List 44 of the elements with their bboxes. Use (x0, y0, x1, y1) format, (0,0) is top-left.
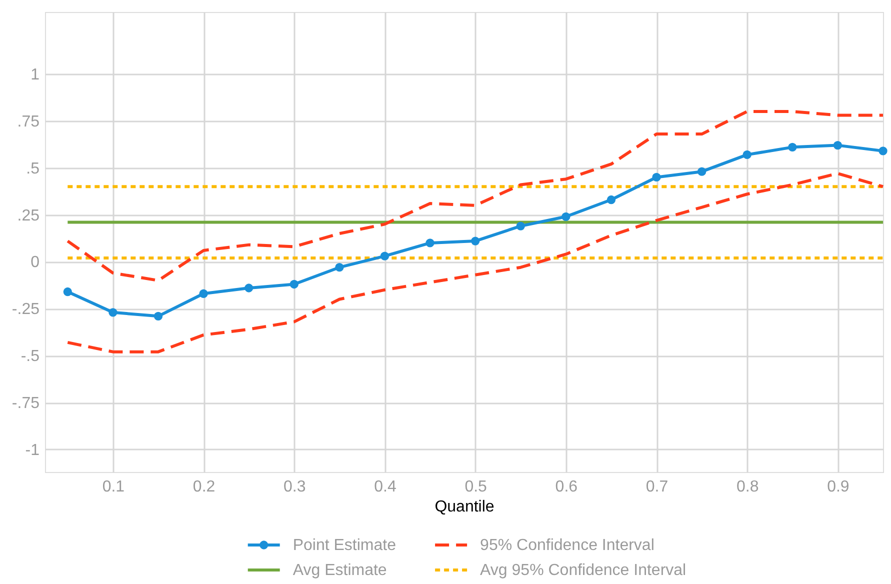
line-series (66, 110, 884, 282)
legend-label: 95% Confidence Interval (480, 537, 654, 554)
point (335, 263, 344, 272)
x-tick-label: 0.6 (555, 478, 578, 496)
point (878, 146, 888, 156)
x-tick-label: 0.3 (284, 478, 306, 496)
y-tick-label: -.75 (12, 395, 40, 412)
x-tick-label: 0.4 (374, 478, 396, 496)
point (426, 238, 434, 248)
point (652, 172, 661, 182)
x-tick-label: 0.7 (646, 478, 668, 496)
point (244, 284, 254, 292)
x-axis-title: Quantile (434, 498, 494, 516)
point (63, 287, 72, 296)
point (606, 195, 616, 204)
point (199, 289, 208, 298)
point (516, 222, 525, 230)
point (742, 150, 752, 160)
point (154, 312, 163, 320)
y-tick-label: -1 (25, 442, 40, 459)
x-tick-label: 0.5 (464, 478, 488, 496)
y-tick-label: .25 (17, 207, 40, 224)
x-tick-label: 0.8 (736, 478, 759, 496)
legend-label: Avg Estimate (292, 562, 387, 579)
y-tick-label: .5 (26, 160, 40, 178)
y-tick-label: -.5 (20, 348, 40, 366)
legend-label: Point Estimate (292, 537, 396, 554)
point (788, 142, 797, 152)
y-tick-label: -.25 (12, 301, 40, 318)
point (108, 308, 118, 317)
y-tick-label: .75 (17, 113, 40, 130)
y-tick-label: 1 (30, 66, 40, 84)
point (833, 140, 842, 150)
x-tick-label: 0.2 (192, 478, 216, 496)
point (380, 252, 390, 260)
point (470, 236, 480, 246)
legend-label: Avg 95% Confidence Interval (480, 562, 686, 579)
point (290, 280, 298, 289)
line-series (66, 172, 884, 354)
point (697, 167, 706, 176)
point (562, 212, 570, 221)
y-tick-label: 0 (30, 254, 40, 272)
x-tick-label: 0.1 (102, 478, 125, 496)
x-tick-label: 0.9 (827, 478, 850, 496)
